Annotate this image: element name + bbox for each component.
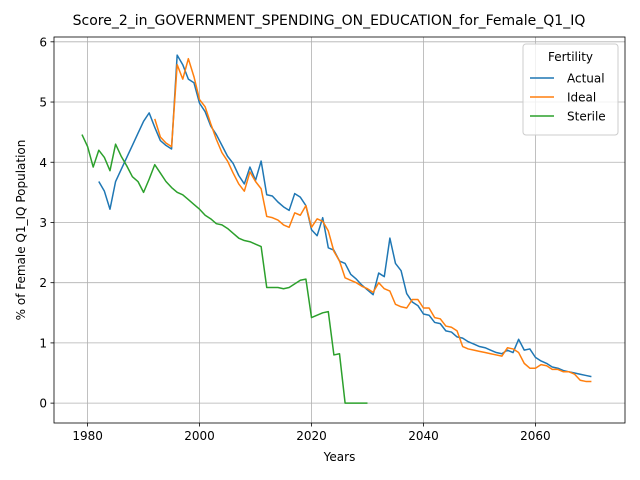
x-tick-label: 2020 (296, 429, 327, 443)
x-tick-label: 2000 (184, 429, 215, 443)
y-axis-title: % of Female Q1_IQ Population (14, 140, 28, 321)
series-line-actual (98, 54, 592, 378)
x-tick-label: 2060 (520, 429, 551, 443)
plot-area-frame (53, 36, 626, 424)
legend-label-ideal: Ideal (567, 91, 596, 105)
series-lines (81, 54, 592, 404)
x-axis-title: Years (323, 450, 356, 464)
series-line-sterile (81, 134, 368, 404)
y-tick-label: 2 (39, 276, 47, 290)
chart-title: Score_2_in_GOVERNMENT_SPENDING_ON_EDUCAT… (73, 13, 586, 29)
y-tick-label: 1 (39, 336, 47, 350)
y-tick-label: 3 (39, 216, 47, 230)
legend-box (522, 43, 619, 136)
y-tick-label: 6 (39, 35, 47, 49)
y-axis-ticks: 0 1 2 3 4 5 6 (39, 35, 54, 411)
legend: Fertility Actual Ideal Sterile (522, 43, 619, 136)
legend-entries: Actual Ideal Sterile (530, 72, 606, 124)
legend-label-actual: Actual (567, 72, 605, 86)
x-tick-label: 2040 (408, 429, 439, 443)
series-line-ideal (154, 57, 592, 383)
legend-title: Fertility (548, 50, 593, 64)
y-tick-label: 4 (39, 156, 47, 170)
y-tick-label: 5 (39, 96, 47, 110)
legend-label-sterile: Sterile (567, 110, 606, 124)
y-tick-label: 0 (39, 397, 47, 411)
x-tick-label: 1980 (72, 429, 103, 443)
x-axis-ticks: 1980 2000 2020 2040 2060 (72, 423, 551, 443)
